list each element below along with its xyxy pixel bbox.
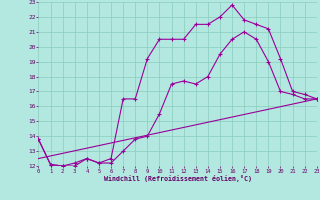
- X-axis label: Windchill (Refroidissement éolien,°C): Windchill (Refroidissement éolien,°C): [104, 175, 252, 182]
